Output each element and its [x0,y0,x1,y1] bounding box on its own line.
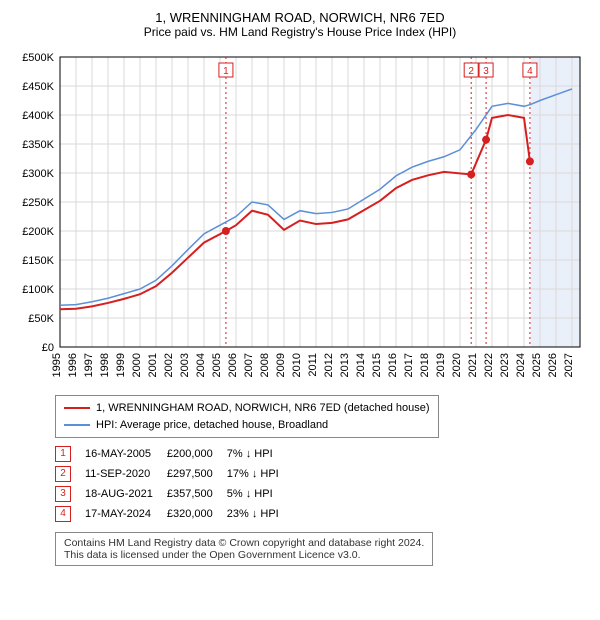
tx-date: 17-MAY-2024 [85,504,167,524]
table-row: 3 18-AUG-2021£357,5005% ↓ HPI [55,484,293,504]
svg-text:2022: 2022 [483,353,495,377]
svg-text:2018: 2018 [419,353,431,377]
tx-price: £357,500 [167,484,227,504]
svg-text:£500K: £500K [22,52,54,64]
svg-text:£150K: £150K [22,255,54,267]
svg-text:2005: 2005 [211,353,223,377]
tx-delta: 23% ↓ HPI [227,504,293,524]
svg-text:2: 2 [468,66,474,77]
down-arrow-icon: ↓ [246,488,252,500]
svg-text:2026: 2026 [547,353,559,377]
svg-text:£0: £0 [42,342,54,354]
svg-text:2007: 2007 [243,353,255,377]
svg-text:2020: 2020 [451,353,463,377]
down-arrow-icon: ↓ [246,448,252,460]
svg-text:1995: 1995 [51,353,63,377]
svg-text:£450K: £450K [22,81,54,93]
svg-text:£350K: £350K [22,139,54,151]
svg-text:2009: 2009 [275,353,287,377]
svg-text:2017: 2017 [403,353,415,377]
svg-text:2000: 2000 [131,353,143,377]
svg-text:2001: 2001 [147,353,159,377]
chart-title: 1, WRENNINGHAM ROAD, NORWICH, NR6 7ED [10,10,590,25]
legend: 1, WRENNINGHAM ROAD, NORWICH, NR6 7ED (d… [55,395,439,438]
svg-text:£400K: £400K [22,110,54,122]
table-row: 2 11-SEP-2020£297,50017% ↓ HPI [55,464,293,484]
svg-text:2010: 2010 [291,353,303,377]
data-attribution: Contains HM Land Registry data © Crown c… [55,532,433,566]
tx-date: 16-MAY-2005 [85,444,167,464]
svg-text:2004: 2004 [195,353,207,377]
down-arrow-icon: ↓ [252,468,258,480]
svg-text:1998: 1998 [99,353,111,377]
attribution-line1: Contains HM Land Registry data © Crown c… [64,537,424,549]
legend-swatch [64,407,90,409]
table-row: 4 17-MAY-2024£320,00023% ↓ HPI [55,504,293,524]
tx-delta: 5% ↓ HPI [227,484,293,504]
legend-label: 1, WRENNINGHAM ROAD, NORWICH, NR6 7ED (d… [96,400,430,417]
tx-date: 18-AUG-2021 [85,484,167,504]
svg-text:2011: 2011 [307,353,319,377]
chart-container: £0 £50K £100K £150K £200K £250K £300K £350K £400… [10,47,590,387]
svg-text:1999: 1999 [115,353,127,377]
chart-subtitle: Price paid vs. HM Land Registry's House … [10,25,590,39]
svg-text:2027: 2027 [563,353,575,377]
svg-text:3: 3 [483,66,489,77]
svg-text:2012: 2012 [323,353,335,377]
svg-text:2003: 2003 [179,353,191,377]
svg-text:2021: 2021 [467,353,479,377]
svg-text:2013: 2013 [339,353,351,377]
tx-marker: 3 [55,486,71,502]
tx-price: £297,500 [167,464,227,484]
svg-text:£200K: £200K [22,226,54,238]
svg-text:2019: 2019 [435,353,447,377]
transactions-table: 1 16-MAY-2005£200,0007% ↓ HPI 2 11-SEP-2020… [55,444,293,524]
tx-delta: 7% ↓ HPI [227,444,293,464]
svg-text:1997: 1997 [83,353,95,377]
tx-marker: 2 [55,466,71,482]
svg-text:£250K: £250K [22,197,54,209]
down-arrow-icon: ↓ [252,508,258,520]
table-row: 1 16-MAY-2005£200,0007% ↓ HPI [55,444,293,464]
tx-price: £320,000 [167,504,227,524]
svg-text:2025: 2025 [531,353,543,377]
svg-text:2006: 2006 [227,353,239,377]
svg-text:2008: 2008 [259,353,271,377]
svg-text:2024: 2024 [515,353,527,377]
svg-text:2016: 2016 [387,353,399,377]
tx-marker: 4 [55,506,71,522]
legend-swatch [64,424,90,426]
tx-delta: 17% ↓ HPI [227,464,293,484]
svg-text:2015: 2015 [371,353,383,377]
legend-label: HPI: Average price, detached house, Broa… [96,417,328,434]
svg-text:£300K: £300K [22,168,54,180]
svg-text:2023: 2023 [499,353,511,377]
svg-text:2014: 2014 [355,353,367,377]
svg-text:£50K: £50K [28,313,54,325]
tx-marker: 1 [55,446,71,462]
price-chart: £0 £50K £100K £150K £200K £250K £300K £350K £400… [10,47,590,387]
tx-price: £200,000 [167,444,227,464]
tx-date: 11-SEP-2020 [85,464,167,484]
legend-item: 1, WRENNINGHAM ROAD, NORWICH, NR6 7ED (d… [64,400,430,417]
svg-text:4: 4 [527,66,533,77]
svg-text:1996: 1996 [67,353,79,377]
svg-text:£100K: £100K [22,284,54,296]
attribution-line2: This data is licensed under the Open Gov… [64,549,424,561]
legend-item: HPI: Average price, detached house, Broa… [64,417,430,434]
svg-text:2002: 2002 [163,353,175,377]
svg-text:1: 1 [223,66,229,77]
